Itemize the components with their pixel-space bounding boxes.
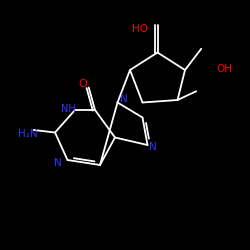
Text: N: N <box>120 94 128 104</box>
Text: O: O <box>78 79 87 89</box>
Text: OH: OH <box>216 64 232 74</box>
Text: N: N <box>54 158 61 168</box>
Text: NH: NH <box>62 104 76 114</box>
Text: N: N <box>148 142 156 152</box>
Text: HO: HO <box>132 24 148 34</box>
Text: H₂N: H₂N <box>18 129 37 139</box>
